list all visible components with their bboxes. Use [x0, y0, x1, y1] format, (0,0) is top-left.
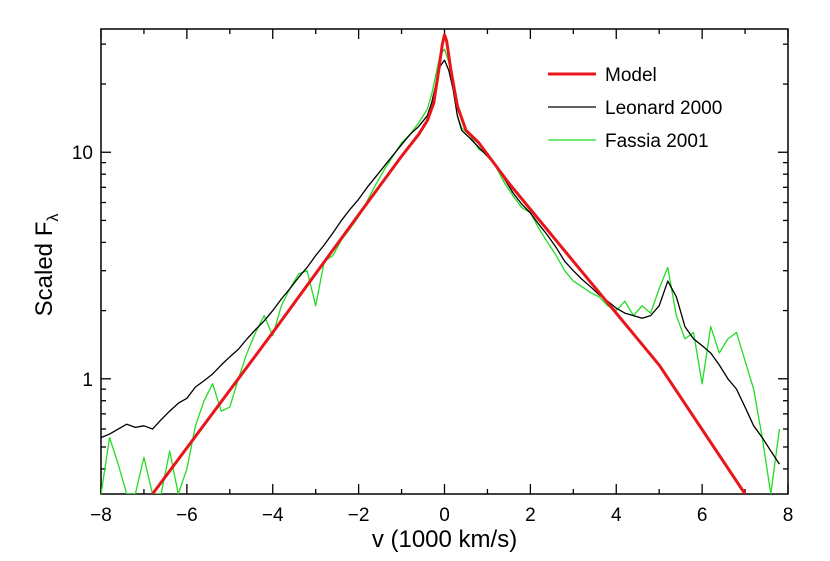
- x-tick-label: −8: [90, 505, 112, 526]
- svg-text:Scaled Fλ: Scaled Fλ: [31, 214, 62, 317]
- legend: Model Leonard 2000 Fassia 2001: [548, 65, 722, 152]
- x-tick-label: 4: [611, 505, 622, 526]
- series-line-model: [151, 33, 747, 494]
- y-tick-label: 10: [72, 143, 93, 164]
- x-tick-label: 8: [783, 505, 794, 526]
- x-tick-label: 0: [439, 505, 450, 526]
- y-axis-title-subscript: λ: [45, 214, 62, 222]
- legend-label-fassia: Fassia 2001: [605, 131, 709, 152]
- y-tick-label: 1: [82, 370, 93, 391]
- legend-label-model: Model: [605, 65, 657, 86]
- x-axis-title: v (1000 km/s): [372, 526, 517, 553]
- y-axis-title: Scaled Fλ: [31, 214, 62, 317]
- series-line-leonard-2000: [101, 59, 780, 465]
- x-tick-label: −4: [262, 505, 284, 526]
- x-tick-label: 2: [525, 505, 536, 526]
- x-tick-label: −2: [348, 505, 370, 526]
- x-tick-label: 6: [697, 505, 708, 526]
- x-tick-label: −6: [176, 505, 198, 526]
- series-layer: [101, 33, 781, 494]
- axis-tick-labels: −8 −6 −4 −2 0 2 4 6 8 1 10: [72, 143, 793, 526]
- legend-label-leonard: Leonard 2000: [605, 98, 722, 119]
- y-axis-title-main: Scaled F: [31, 222, 58, 317]
- axis-ticks: [100, 29, 789, 494]
